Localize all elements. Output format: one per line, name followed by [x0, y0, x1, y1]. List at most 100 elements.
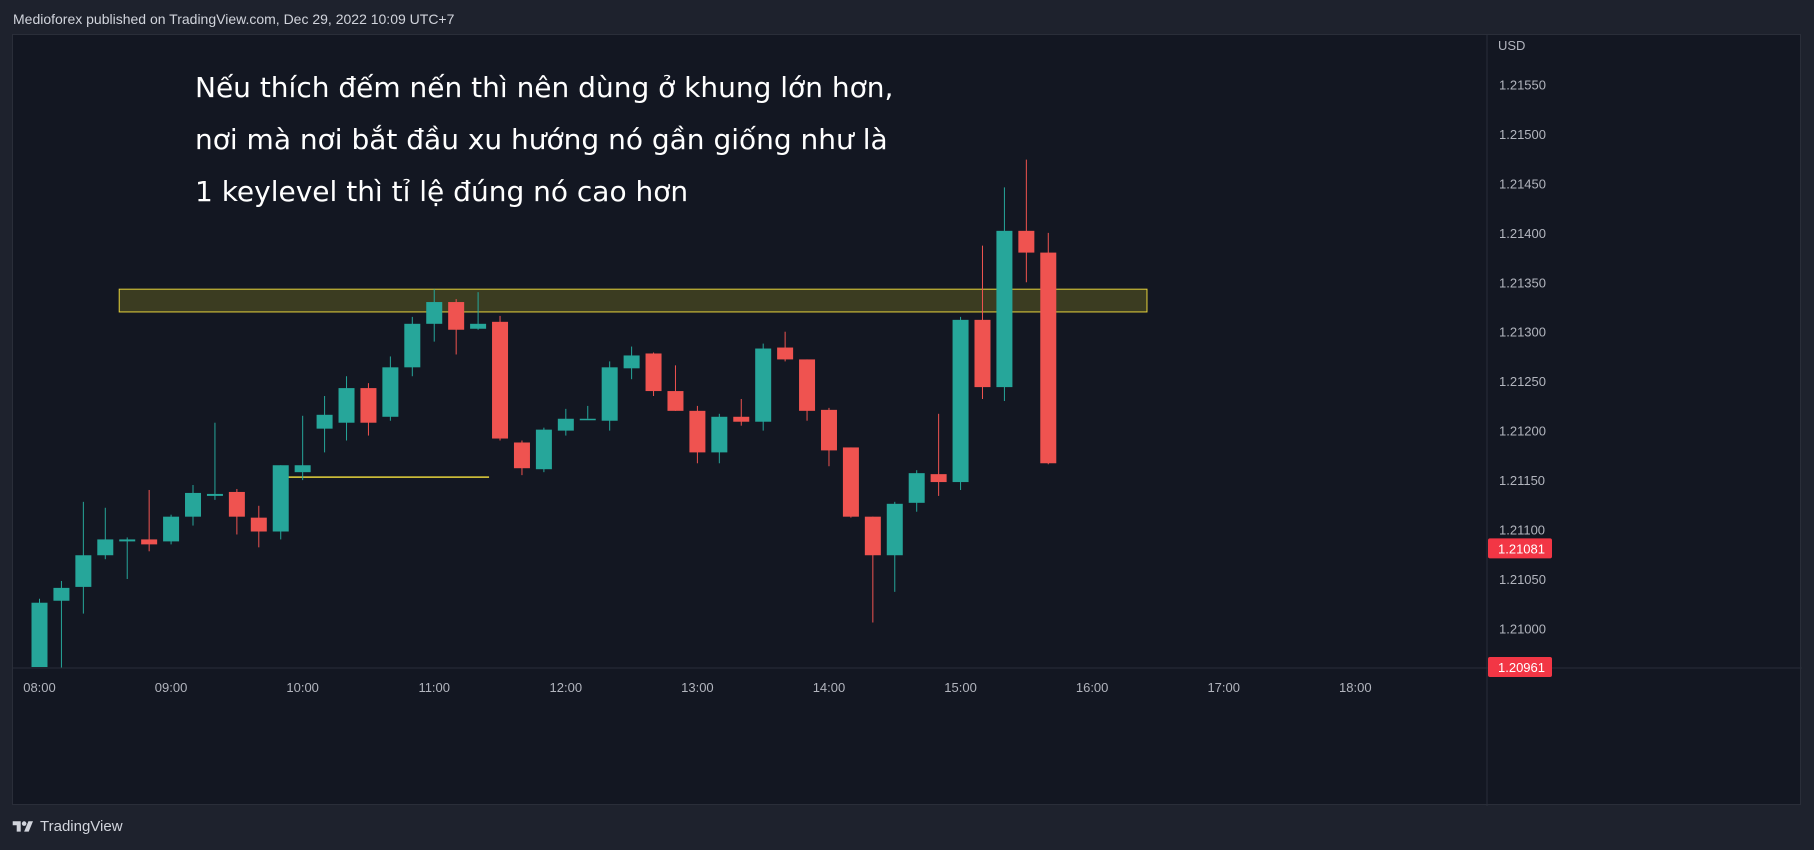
candle[interactable]	[996, 187, 1012, 401]
candle-body-up	[185, 493, 201, 517]
candle-body-up	[207, 494, 223, 496]
candle[interactable]	[909, 470, 925, 512]
candle[interactable]	[382, 356, 398, 420]
x-tick-label: 14:00	[813, 680, 846, 695]
candle-body-up	[536, 430, 552, 470]
publication-header: Medioforex published on TradingView.com,…	[13, 11, 454, 27]
candle-body-down	[251, 518, 267, 532]
y-tick-label: 1.21250	[1499, 374, 1546, 389]
candle[interactable]	[1018, 160, 1034, 283]
candle[interactable]	[755, 344, 771, 431]
candle[interactable]	[514, 441, 530, 476]
x-tick-label: 18:00	[1339, 680, 1372, 695]
candle-body-down	[865, 517, 881, 556]
candle[interactable]	[229, 489, 245, 534]
candle[interactable]	[558, 409, 574, 436]
currency-label: USD	[1498, 38, 1525, 53]
y-tick-label: 1.21550	[1499, 77, 1546, 92]
tradingview-branding[interactable]: TradingView	[12, 818, 123, 835]
candle[interactable]	[97, 508, 113, 559]
candle[interactable]	[75, 502, 91, 614]
candle-body-up	[558, 419, 574, 431]
price-label: 1.21081	[1488, 538, 1552, 558]
candle[interactable]	[207, 423, 223, 500]
y-tick-label: 1.21050	[1499, 572, 1546, 587]
candle[interactable]	[492, 316, 508, 441]
annotation-line: nơi mà nơi bắt đầu xu hướng nó gần giống…	[195, 123, 888, 156]
candle-body-down	[448, 302, 464, 330]
candle-body-up	[32, 603, 48, 667]
candle[interactable]	[295, 416, 311, 480]
candle-body-up	[580, 419, 596, 421]
candle-body-up	[339, 388, 355, 423]
x-tick-label: 15:00	[944, 680, 977, 695]
candle[interactable]	[119, 537, 135, 579]
candle[interactable]	[953, 317, 969, 490]
candle[interactable]	[141, 490, 157, 551]
y-tick-label: 1.21350	[1499, 275, 1546, 290]
candle[interactable]	[53, 581, 69, 668]
candle[interactable]	[777, 332, 793, 362]
candle[interactable]	[887, 502, 903, 592]
candle[interactable]	[536, 428, 552, 473]
candle-body-up	[887, 504, 903, 555]
candle-body-up	[119, 539, 135, 541]
candle[interactable]	[580, 406, 596, 420]
candle[interactable]	[711, 414, 727, 463]
candle[interactable]	[404, 317, 420, 376]
candle-body-up	[953, 320, 969, 482]
candle[interactable]	[163, 515, 179, 545]
candle-body-down	[646, 353, 662, 391]
candle[interactable]	[32, 599, 48, 667]
candle[interactable]	[360, 383, 376, 435]
candle-body-up	[426, 302, 442, 324]
candle[interactable]	[602, 361, 618, 430]
y-tick-label: 1.21150	[1499, 473, 1545, 488]
candle[interactable]	[821, 408, 837, 466]
candle[interactable]	[624, 347, 640, 380]
x-tick-label: 08:00	[23, 680, 56, 695]
candle[interactable]	[1040, 233, 1056, 464]
candle[interactable]	[689, 406, 705, 463]
x-tick-label: 11:00	[418, 680, 450, 695]
y-tick-label: 1.21200	[1499, 424, 1546, 439]
candle[interactable]	[339, 376, 355, 440]
candle[interactable]	[273, 465, 289, 539]
candle-body-up	[75, 555, 91, 587]
candle-body-up	[909, 473, 925, 503]
chart-frame[interactable]: Nếu thích đếm nến thì nên dùng ở khung l…	[12, 34, 1801, 805]
candlestick-chart[interactable]: Nếu thích đếm nến thì nên dùng ở khung l…	[13, 35, 1802, 806]
candle[interactable]	[667, 365, 683, 410]
candle-body-down	[689, 411, 705, 453]
candle[interactable]	[317, 396, 333, 452]
candle-body-up	[295, 465, 311, 472]
candle[interactable]	[865, 517, 881, 623]
price-label: 1.20961	[1488, 657, 1552, 677]
tradingview-logo-icon	[12, 819, 34, 835]
candle[interactable]	[843, 447, 859, 517]
candle[interactable]	[974, 246, 990, 399]
candle[interactable]	[646, 352, 662, 396]
candle-body-up	[163, 517, 179, 542]
y-tick-label: 1.21000	[1499, 621, 1546, 636]
y-tick-label: 1.21100	[1499, 523, 1545, 538]
candle-body-down	[974, 320, 990, 387]
resistance-zone[interactable]	[119, 289, 1147, 312]
candle[interactable]	[185, 485, 201, 526]
candle-body-down	[667, 391, 683, 411]
y-tick-label: 1.21500	[1499, 127, 1546, 142]
x-tick-label: 13:00	[681, 680, 714, 695]
candle[interactable]	[733, 399, 749, 426]
candle-body-up	[317, 415, 333, 429]
x-tick-label: 10:00	[286, 680, 319, 695]
candle[interactable]	[799, 359, 815, 420]
price-label-text: 1.21081	[1498, 541, 1545, 556]
y-tick-label: 1.21450	[1499, 176, 1546, 191]
candle-body-up	[624, 355, 640, 368]
candle-body-down	[733, 417, 749, 422]
candle[interactable]	[251, 506, 267, 548]
candle-body-down	[1040, 253, 1056, 464]
candle[interactable]	[448, 299, 464, 354]
candle[interactable]	[931, 414, 947, 496]
price-label-text: 1.20961	[1498, 660, 1545, 675]
